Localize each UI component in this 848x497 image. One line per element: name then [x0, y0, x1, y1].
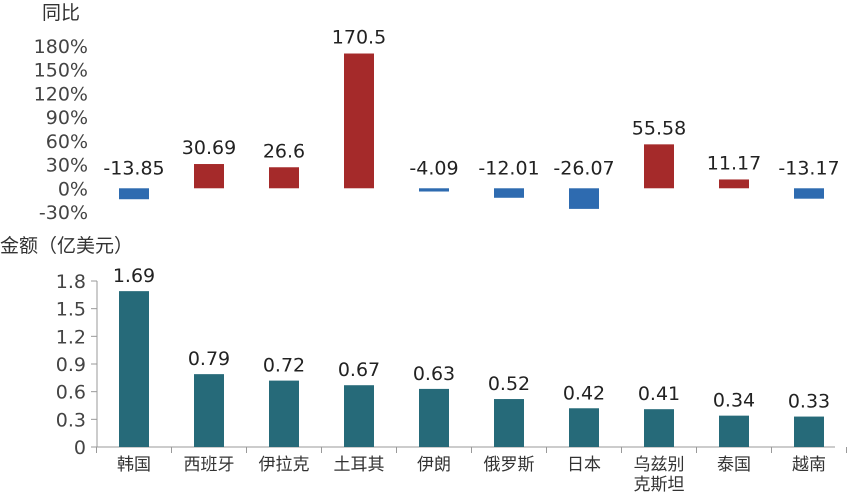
yoy-data-label: 30.69: [182, 137, 236, 159]
yoy-data-label: -4.09: [409, 157, 458, 179]
yoy-bar: [269, 167, 299, 189]
yoy-bar: [494, 188, 524, 198]
amount-bar: [644, 409, 674, 447]
amount-data-label: 0.52: [488, 373, 530, 395]
yoy-data-label: 55.58: [632, 117, 686, 139]
yoy-data-label: -13.17: [778, 157, 839, 179]
amount-data-label: 0.34: [713, 390, 755, 412]
amount-y-tick-label: 0: [74, 437, 86, 459]
amount-data-label: 0.79: [188, 348, 230, 370]
category-label: 乌兹别: [634, 455, 685, 475]
amount-chart: 0 0.3 0.6 0.9 1.2 1.5 1.8 1.69 韩国 0.79 西班牙 0.72 伊拉克 0…: [56, 265, 847, 495]
category-label: 西班牙: [184, 455, 235, 475]
amount-bar: [569, 408, 599, 447]
yoy-data-label: 170.5: [332, 27, 386, 49]
amount-y-tick-label: 1.2: [56, 326, 86, 348]
amount-y-tick-label: 1.8: [56, 271, 86, 293]
yoy-data-label: 11.17: [707, 152, 761, 174]
amount-y-tick-label: 0.6: [56, 382, 86, 404]
yoy-bar: [644, 144, 674, 189]
yoy-bar: [119, 188, 149, 200]
yoy-data-label: -26.07: [553, 157, 614, 179]
amount-bar: [269, 380, 299, 447]
yoy-bar: [569, 188, 599, 209]
amount-y-tick-label: 0.3: [56, 409, 86, 431]
category-label: 克斯坦: [634, 475, 685, 493]
yoy-y-tick-label: 30%: [46, 155, 88, 177]
amount-bar: [119, 291, 149, 447]
amount-data-label: 0.67: [338, 359, 380, 381]
yoy-data-label: -13.85: [103, 157, 164, 179]
amount-data-label: 0.33: [788, 391, 830, 413]
yoy-data-label: -12.01: [478, 157, 539, 179]
amount-data-label: 0.41: [638, 383, 680, 405]
category-label: 泰国: [717, 455, 751, 475]
yoy-y-tick-label: 0%: [58, 178, 88, 200]
amount-bar: [494, 399, 524, 447]
yoy-y-tick-label: 60%: [46, 131, 88, 153]
amount-y-tick-label: 0.9: [56, 354, 86, 376]
yoy-chart: -30%0%30%60%90%120%150%180% -13.85 30.69 26…: [34, 27, 840, 224]
yoy-y-tick-label: 90%: [46, 107, 88, 129]
yoy-y-tick-label: 150%: [34, 60, 88, 82]
category-label: 伊朗: [417, 455, 451, 475]
amount-data-label: 0.63: [413, 363, 455, 385]
amount-bar: [719, 415, 749, 447]
category-label: 韩国: [117, 455, 151, 475]
yoy-bar: [344, 53, 374, 189]
yoy-chart-title: 同比: [42, 2, 80, 24]
amount-bar: [344, 385, 374, 447]
yoy-y-tick-label: -30%: [39, 202, 88, 224]
yoy-data-label: 26.6: [263, 140, 305, 162]
category-label: 伊拉克: [259, 455, 310, 475]
yoy-bar: [719, 179, 749, 189]
yoy-bar: [794, 188, 824, 199]
amount-data-label: 1.69: [113, 265, 155, 287]
amount-data-label: 0.72: [263, 355, 305, 377]
category-label: 日本: [567, 455, 601, 475]
category-label: 越南: [792, 455, 826, 475]
amount-data-label: 0.42: [563, 382, 605, 404]
amount-y-tick-label: 1.5: [56, 299, 86, 321]
amount-bar: [794, 416, 824, 447]
amount-chart-title: 金额（亿美元）: [0, 235, 133, 257]
yoy-y-tick-label: 180%: [34, 36, 88, 58]
amount-bar: [419, 388, 449, 447]
yoy-bar: [419, 188, 449, 192]
category-label: 土耳其: [334, 455, 385, 475]
yoy-bar: [194, 164, 224, 189]
category-label: 俄罗斯: [484, 455, 535, 475]
yoy-y-tick-label: 120%: [34, 83, 88, 105]
amount-bar: [194, 374, 224, 447]
